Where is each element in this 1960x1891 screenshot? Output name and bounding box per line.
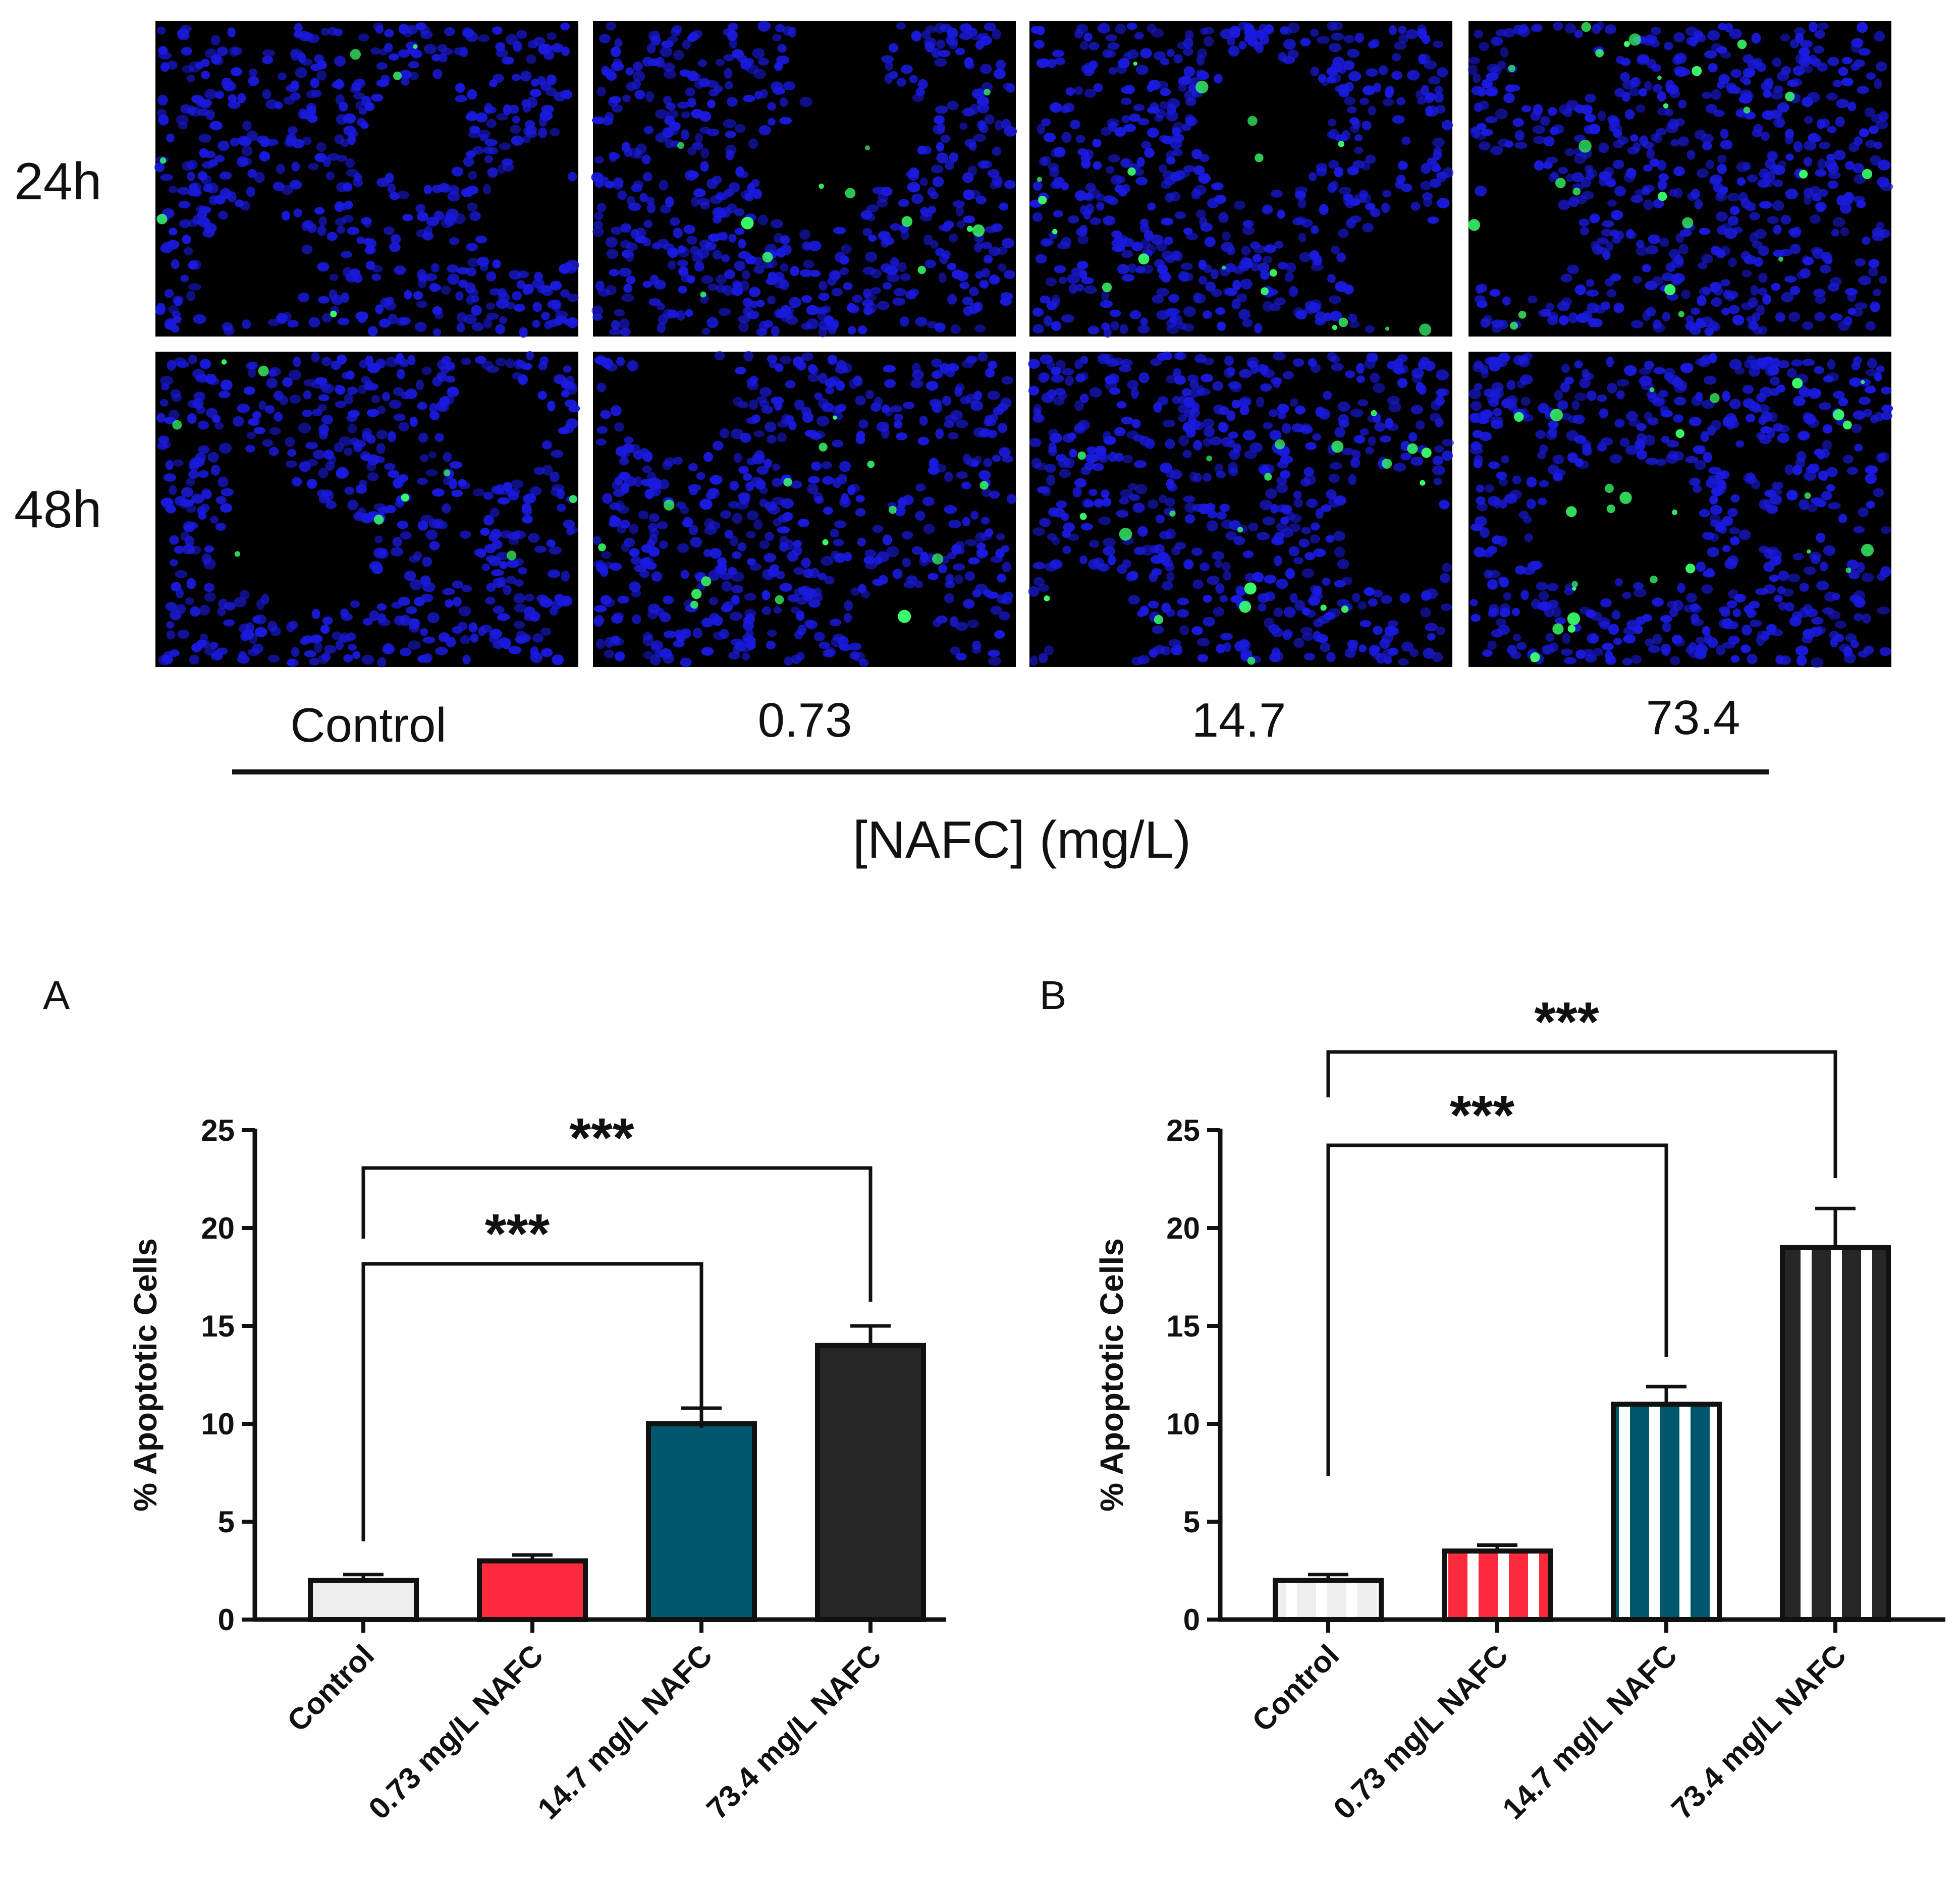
y-axis-label: % Apoptotic Cells [127, 1238, 164, 1512]
bar-0 [1273, 1578, 1384, 1622]
nuclei-layer [592, 351, 1016, 668]
x-tick-label: 0.73 mg/L NAFC [362, 1638, 550, 1826]
bar-2 [646, 1421, 757, 1622]
nuclei-layer [156, 351, 580, 668]
apoptotic-layer [677, 88, 991, 298]
apoptotic-layer [1044, 410, 1432, 665]
column-label-73-4: 73.4 [1646, 691, 1740, 745]
x-tick-label: Control [281, 1638, 380, 1738]
significance-bracket [361, 1166, 873, 1302]
row-label-24h: 24h [14, 152, 102, 211]
apoptotic-layer [1514, 378, 1874, 662]
column-label-14-7: 14.7 [1192, 693, 1286, 747]
x-tick-label: 14.7 mg/L NAFC [1496, 1638, 1683, 1826]
y-tick-label: 5 [218, 1505, 235, 1539]
bar-3 [1780, 1245, 1891, 1623]
y-tick-label: 15 [1166, 1309, 1200, 1343]
x-tick-label: Control [1245, 1638, 1345, 1738]
row-label-48h: 48h [14, 480, 102, 539]
y-tick-label: 5 [1183, 1505, 1200, 1539]
significance-label: *** [1534, 991, 1599, 1053]
bar-1 [1442, 1548, 1553, 1622]
y-tick-label: 10 [1166, 1407, 1200, 1441]
nuclei-layer [1467, 21, 1893, 336]
micrograph-grid [154, 21, 1893, 668]
significance-label: *** [1450, 1084, 1515, 1146]
bar-3 [815, 1343, 926, 1623]
x-tick-label: 0.73 mg/L NAFC [1327, 1638, 1514, 1826]
apoptotic-layer [172, 359, 577, 561]
y-tick-label: 0 [1183, 1603, 1200, 1637]
y-tick-label: 10 [201, 1407, 235, 1441]
y-tick-label: 20 [1166, 1211, 1200, 1245]
y-tick-label: 25 [1166, 1114, 1200, 1147]
y-tick-label: 25 [201, 1114, 235, 1147]
x-tick-label: 14.7 mg/L NAFC [531, 1638, 719, 1826]
nuclei-layer [1028, 351, 1454, 666]
significance-label: *** [569, 1107, 634, 1169]
apoptotic-layer [1468, 22, 1873, 330]
micrograph-48h-3 [1468, 352, 1893, 668]
micrograph-24h-1 [591, 21, 1017, 338]
panel-letter: A [43, 973, 70, 1018]
y-tick-label: 20 [201, 1211, 235, 1245]
micrograph-background [155, 21, 578, 337]
bar-0 [308, 1578, 419, 1622]
x-tick-label: 73.4 mg/L NAFC [1665, 1638, 1853, 1826]
y-tick-label: 15 [201, 1309, 235, 1343]
x-tick-label: 73.4 mg/L NAFC [700, 1638, 888, 1826]
significance-bracket [1326, 1143, 1668, 1476]
column-label-0-73: 0.73 [758, 693, 852, 747]
concentration-axis-title: [NAFC] (mg/L) [853, 811, 1191, 869]
significance-bracket [361, 1262, 703, 1541]
significance-label: *** [485, 1203, 550, 1265]
nuclei-layer [1468, 352, 1893, 668]
micrograph-24h-0 [154, 21, 579, 338]
column-label-control: Control [290, 698, 446, 752]
nuclei-layer [154, 22, 579, 338]
y-tick-label: 0 [218, 1603, 235, 1637]
nuclei-layer [591, 21, 1017, 338]
apoptotic-layer [1037, 62, 1432, 336]
micrograph-48h-0 [155, 351, 580, 668]
micrograph-24h-2 [1029, 21, 1454, 338]
micrograph-background [593, 21, 1016, 337]
micrograph-48h-1 [592, 351, 1016, 668]
bar-chart-a: A 0 5 10 15 20 25 % Apoptotic Cells Control0.73 … [43, 973, 946, 1826]
micrograph-24h-3 [1467, 21, 1893, 337]
nuclei-layer [1029, 21, 1454, 338]
bar-chart-b: B 0 5 10 15 20 25 % Apoptotic Cells Control0.73 … [1040, 973, 1945, 1826]
bar-1 [477, 1558, 588, 1623]
apoptotic-layer [598, 415, 989, 623]
bar-2 [1611, 1402, 1722, 1622]
panel-letter: B [1040, 973, 1066, 1018]
micrograph-48h-2 [1028, 351, 1454, 667]
apoptotic-layer [156, 44, 418, 317]
y-axis-label: % Apoptotic Cells [1094, 1238, 1130, 1512]
significance-bracket [1326, 1050, 1837, 1178]
